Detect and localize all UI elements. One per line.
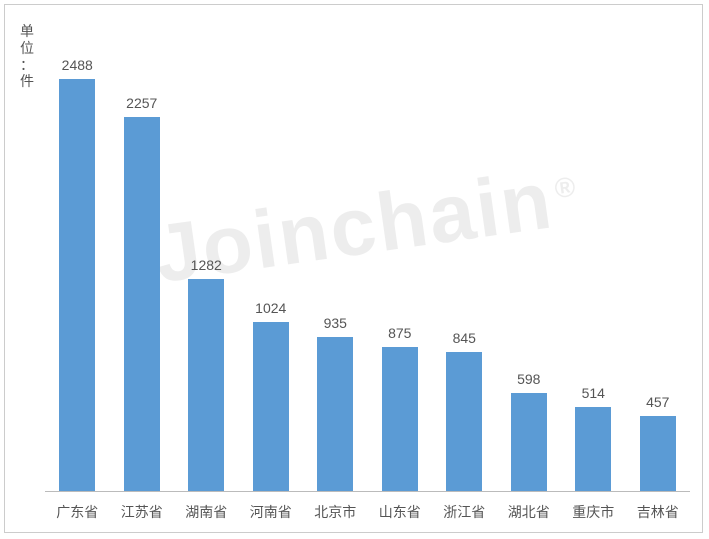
bar-rect <box>188 279 224 492</box>
bar-slot: 598 <box>497 35 562 492</box>
bar-rect <box>317 337 353 492</box>
bar-slot: 875 <box>368 35 433 492</box>
bar-value-label: 845 <box>453 330 476 346</box>
x-axis-label: 湖南省 <box>174 502 239 522</box>
bar-slot: 845 <box>432 35 497 492</box>
plot-area: 2488 2257 1282 1024 935 875 845 598 514 457 <box>45 35 690 492</box>
x-axis-label: 山东省 <box>368 502 433 522</box>
bar-value-label: 2488 <box>62 57 93 73</box>
bar-rect <box>575 407 611 492</box>
bar-rect <box>446 352 482 492</box>
x-axis-label: 浙江省 <box>432 502 497 522</box>
x-axis-label: 江苏省 <box>110 502 175 522</box>
x-axis-label: 重庆市 <box>561 502 626 522</box>
bar-value-label: 935 <box>324 315 347 331</box>
x-axis-label: 北京市 <box>303 502 368 522</box>
bar-slot: 1282 <box>174 35 239 492</box>
bar-value-label: 2257 <box>126 95 157 111</box>
bar-value-label: 598 <box>517 371 540 387</box>
bar-value-label: 1282 <box>191 257 222 273</box>
bar-rect <box>382 347 418 492</box>
bar-value-label: 875 <box>388 325 411 341</box>
chart-frame: 单位：件 Joinchain® 248822571282102493587584… <box>4 4 703 533</box>
x-labels-row: 广东省江苏省湖南省河南省北京市山东省浙江省湖北省重庆市吉林省 <box>45 502 690 522</box>
bar-rect <box>640 416 676 492</box>
bar-slot: 935 <box>303 35 368 492</box>
bars-row: 2488 2257 1282 1024 935 875 845 598 514 457 <box>45 35 690 492</box>
x-axis-line <box>45 491 690 492</box>
x-axis-label: 广东省 <box>45 502 110 522</box>
unit-label: 单位：件 <box>19 23 35 90</box>
bar-value-label: 1024 <box>255 300 286 316</box>
x-axis-label: 湖北省 <box>497 502 562 522</box>
x-axis-label: 吉林省 <box>626 502 691 522</box>
bar-slot: 2257 <box>110 35 175 492</box>
bar-slot: 514 <box>561 35 626 492</box>
bar-slot: 2488 <box>45 35 110 492</box>
bar-rect <box>253 322 289 492</box>
bar-rect <box>59 79 95 492</box>
x-axis-label: 河南省 <box>239 502 304 522</box>
bar-rect <box>511 393 547 492</box>
bar-rect <box>124 117 160 492</box>
bar-value-label: 514 <box>582 385 605 401</box>
bar-slot: 1024 <box>239 35 304 492</box>
bar-slot: 457 <box>626 35 691 492</box>
bar-value-label: 457 <box>646 394 669 410</box>
